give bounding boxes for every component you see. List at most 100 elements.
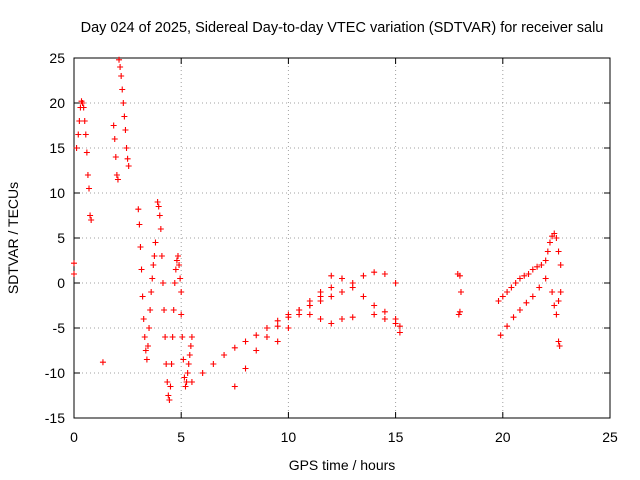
data-point: [231, 344, 238, 351]
data-point: [86, 185, 93, 192]
data-point: [274, 317, 281, 324]
data-point: [339, 316, 345, 322]
series-flat-tail: [306, 311, 403, 330]
series-mid-band-2: [231, 269, 399, 390]
data-point: [546, 239, 553, 246]
data-point: [171, 280, 178, 286]
data-point: [84, 172, 91, 178]
data-point: [274, 323, 281, 330]
data-point: [274, 338, 281, 345]
data-point: [178, 311, 185, 318]
data-point: [174, 253, 181, 259]
data-point: [120, 100, 127, 106]
data-point: [186, 352, 193, 358]
data-point: [83, 149, 90, 156]
series-mid-band-3: [274, 272, 403, 345]
data-point: [144, 343, 151, 349]
data-point: [173, 257, 180, 264]
y-axis-label: SDTVAR / TECUs: [5, 182, 21, 294]
data-point: [555, 338, 562, 345]
data-point: [168, 361, 175, 367]
data-point: [285, 325, 292, 331]
chart-title: Day 024 of 2025, Sidereal Day-to-day VTE…: [81, 20, 604, 36]
y-tick-label: -5: [53, 320, 66, 336]
data-point: [80, 104, 87, 111]
data-point: [188, 379, 195, 385]
data-point: [184, 370, 191, 376]
data-point: [542, 257, 549, 264]
data-point: [143, 356, 150, 363]
grid: [74, 58, 610, 418]
data-point: [110, 122, 117, 129]
x-axis-label: GPS time / hours: [289, 457, 396, 473]
data-point: [185, 361, 192, 367]
data-point: [456, 272, 463, 279]
data-point: [147, 307, 154, 313]
data-point: [114, 176, 121, 183]
data-point: [512, 280, 519, 286]
data-point: [328, 293, 335, 300]
data-point: [82, 131, 89, 138]
data-point: [79, 100, 86, 106]
data-point: [360, 293, 367, 300]
data-point: [396, 323, 403, 330]
data-point: [371, 269, 378, 276]
data-point: [139, 293, 146, 300]
series-late-spike: [544, 230, 564, 349]
series-drop-b: [154, 199, 185, 403]
data-point: [165, 392, 172, 399]
data-point: [306, 311, 313, 318]
data-point: [172, 266, 179, 273]
data-point: [75, 131, 82, 138]
data-point: [339, 275, 345, 282]
data-point: [81, 118, 88, 124]
data-point: [188, 334, 195, 340]
data-point: [150, 262, 157, 268]
y-tick-label: 20: [49, 95, 65, 111]
data-point: [159, 280, 166, 286]
x-tick-label: 25: [602, 429, 618, 445]
data-point: [538, 262, 545, 268]
data-point: [181, 374, 188, 381]
data-point: [317, 289, 324, 295]
data-point: [525, 271, 532, 277]
data-point: [360, 272, 367, 279]
data-point: [285, 314, 292, 321]
data-point: [555, 298, 562, 304]
data-point: [349, 284, 356, 291]
data-point: [169, 334, 176, 340]
data-point: [164, 379, 171, 385]
data-point: [349, 314, 356, 321]
data-point: [137, 244, 144, 250]
data-point: [542, 275, 549, 282]
data-point: [136, 221, 143, 228]
data-point: [180, 356, 187, 363]
data-point: [88, 217, 95, 223]
data-point: [112, 154, 119, 160]
data-point: [141, 334, 148, 340]
data-point: [149, 275, 156, 282]
data-point: [557, 262, 564, 268]
y-tick-label: 10: [49, 185, 65, 201]
data-point: [231, 383, 238, 390]
data-point: [155, 203, 162, 210]
data-point: [553, 311, 560, 318]
data-point: [152, 239, 159, 246]
data-point: [381, 308, 388, 315]
data-point: [178, 289, 185, 295]
y-tick-label: 5: [57, 230, 65, 246]
data-point: [113, 172, 120, 178]
series-gap-18: [454, 271, 464, 318]
series-isolated: [99, 359, 106, 366]
y-tick-label: 15: [49, 140, 65, 156]
data-point: [510, 314, 517, 321]
data-point: [551, 302, 558, 309]
data-point: [124, 155, 131, 162]
data-point: [117, 64, 124, 70]
series-rise-c: [178, 311, 195, 390]
data-point: [177, 275, 184, 282]
data-point: [242, 338, 249, 345]
data-point: [497, 332, 504, 339]
data-point: [158, 253, 165, 259]
data-point: [544, 248, 551, 255]
